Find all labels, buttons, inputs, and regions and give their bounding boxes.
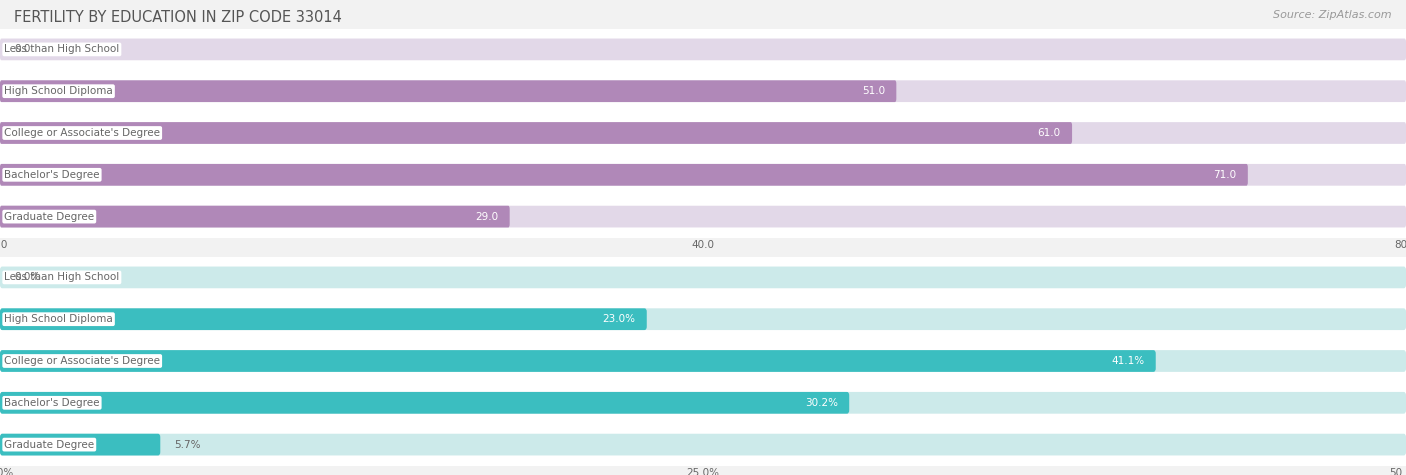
Text: 23.0%: 23.0% xyxy=(603,314,636,324)
FancyBboxPatch shape xyxy=(0,350,1406,372)
Bar xyxy=(0,70,1406,112)
Text: 51.0: 51.0 xyxy=(862,86,886,96)
Text: 41.1%: 41.1% xyxy=(1111,356,1144,366)
Text: Less than High School: Less than High School xyxy=(4,44,120,55)
Text: 30.2%: 30.2% xyxy=(806,398,838,408)
FancyBboxPatch shape xyxy=(0,122,1073,144)
Text: Bachelor's Degree: Bachelor's Degree xyxy=(4,170,100,180)
FancyBboxPatch shape xyxy=(0,308,1406,330)
FancyBboxPatch shape xyxy=(0,80,897,102)
FancyBboxPatch shape xyxy=(0,164,1406,186)
FancyBboxPatch shape xyxy=(0,392,849,414)
FancyBboxPatch shape xyxy=(0,350,1156,372)
FancyBboxPatch shape xyxy=(0,308,647,330)
Bar xyxy=(0,256,1406,298)
Text: 0.0%: 0.0% xyxy=(14,272,41,283)
Bar xyxy=(0,298,1406,340)
FancyBboxPatch shape xyxy=(0,206,509,228)
FancyBboxPatch shape xyxy=(0,206,1406,228)
FancyBboxPatch shape xyxy=(0,266,1406,288)
Text: 0.0: 0.0 xyxy=(14,44,31,55)
Text: College or Associate's Degree: College or Associate's Degree xyxy=(4,128,160,138)
Bar xyxy=(0,196,1406,238)
FancyBboxPatch shape xyxy=(0,80,1406,102)
Bar xyxy=(0,154,1406,196)
FancyBboxPatch shape xyxy=(0,392,1406,414)
Text: Graduate Degree: Graduate Degree xyxy=(4,211,94,222)
FancyBboxPatch shape xyxy=(0,434,1406,456)
Bar xyxy=(0,112,1406,154)
FancyBboxPatch shape xyxy=(0,122,1406,144)
FancyBboxPatch shape xyxy=(0,38,1406,60)
FancyBboxPatch shape xyxy=(0,164,1249,186)
Text: Graduate Degree: Graduate Degree xyxy=(4,439,94,450)
Text: 71.0: 71.0 xyxy=(1213,170,1237,180)
Text: Less than High School: Less than High School xyxy=(4,272,120,283)
Bar xyxy=(0,340,1406,382)
Text: College or Associate's Degree: College or Associate's Degree xyxy=(4,356,160,366)
Text: High School Diploma: High School Diploma xyxy=(4,314,112,324)
Text: 29.0: 29.0 xyxy=(475,211,498,222)
Text: 5.7%: 5.7% xyxy=(174,439,201,450)
Bar xyxy=(0,28,1406,70)
Text: FERTILITY BY EDUCATION IN ZIP CODE 33014: FERTILITY BY EDUCATION IN ZIP CODE 33014 xyxy=(14,10,342,25)
Text: High School Diploma: High School Diploma xyxy=(4,86,112,96)
Text: 61.0: 61.0 xyxy=(1038,128,1062,138)
FancyBboxPatch shape xyxy=(0,434,160,456)
Text: Source: ZipAtlas.com: Source: ZipAtlas.com xyxy=(1274,10,1392,19)
Text: Bachelor's Degree: Bachelor's Degree xyxy=(4,398,100,408)
Bar xyxy=(0,424,1406,466)
Bar xyxy=(0,382,1406,424)
